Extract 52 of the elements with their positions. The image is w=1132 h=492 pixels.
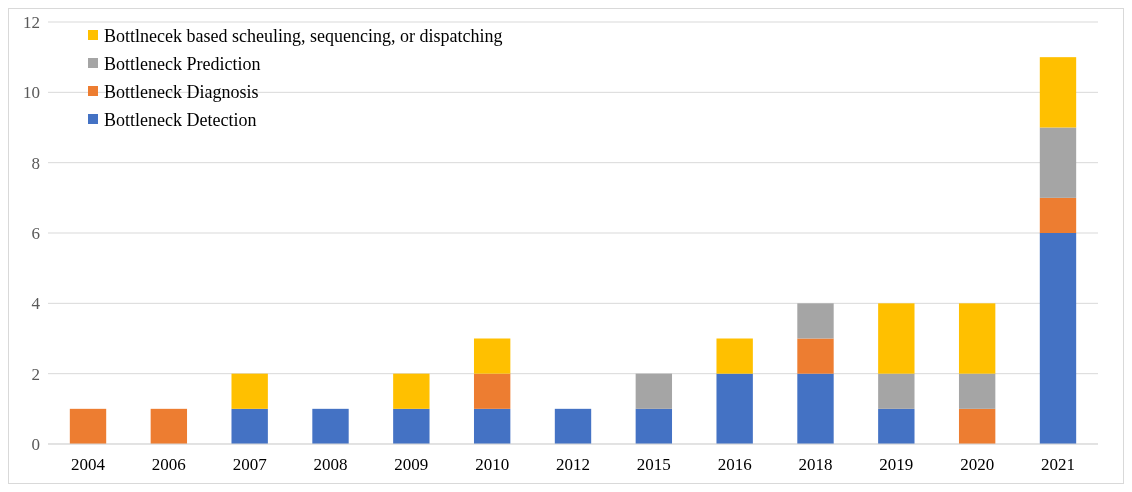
- y-tick-label: 8: [31, 153, 40, 173]
- bar: [878, 408, 915, 444]
- legend-label: Bottlnecek based scheuling, sequencing, or dispatching: [104, 26, 503, 47]
- bar: [1039, 197, 1077, 233]
- bar: [150, 408, 188, 444]
- bar: [958, 303, 996, 374]
- bar: [1039, 57, 1077, 128]
- x-tick-label: 2020: [960, 455, 995, 474]
- y-tick-label: 12: [23, 12, 40, 32]
- bar: [797, 373, 834, 444]
- x-tick-label: 2006: [151, 455, 186, 474]
- bar: [473, 373, 511, 409]
- bar: [231, 408, 268, 444]
- bar: [958, 373, 996, 409]
- y-tick-label: 10: [23, 83, 40, 103]
- x-tick-label: 2009: [394, 455, 429, 474]
- bar: [1039, 233, 1077, 444]
- bar: [69, 408, 107, 444]
- bar: [958, 408, 996, 444]
- y-tick-label: 0: [31, 434, 40, 454]
- y-tick-label: 4: [31, 294, 41, 314]
- bar: [716, 338, 753, 374]
- legend-label: Bottleneck Prediction: [104, 54, 261, 75]
- y-tick-label: 2: [31, 364, 40, 384]
- bar: [312, 408, 349, 444]
- x-tick-label: 2021: [1040, 455, 1075, 474]
- bar: [797, 338, 834, 374]
- bar: [1039, 127, 1077, 198]
- x-tick-label: 2016: [717, 455, 752, 474]
- x-tick-label: 2012: [556, 455, 590, 474]
- legend-label: Bottleneck Detection: [104, 110, 257, 131]
- x-tick-label: 2018: [798, 455, 833, 474]
- bar: [878, 373, 915, 409]
- bar: [635, 408, 673, 444]
- y-tick-label: 6: [31, 223, 40, 243]
- bar: [716, 373, 753, 444]
- bar: [473, 338, 511, 374]
- bar: [231, 373, 268, 409]
- bar: [393, 408, 430, 444]
- x-tick-label: 2019: [879, 455, 914, 474]
- x-tick-label: 2004: [71, 455, 106, 474]
- x-tick-label: 2007: [232, 455, 268, 474]
- x-tick-label: 2015: [636, 455, 671, 474]
- legend-label: Bottleneck Diagnosis: [104, 82, 259, 103]
- bar: [878, 303, 915, 374]
- bar: [393, 373, 430, 409]
- x-tick-label: 2010: [475, 455, 510, 474]
- bar: [797, 303, 834, 339]
- bar: [635, 373, 673, 409]
- bar: [473, 408, 511, 444]
- bar: [554, 408, 592, 444]
- x-tick-label: 2008: [313, 455, 348, 474]
